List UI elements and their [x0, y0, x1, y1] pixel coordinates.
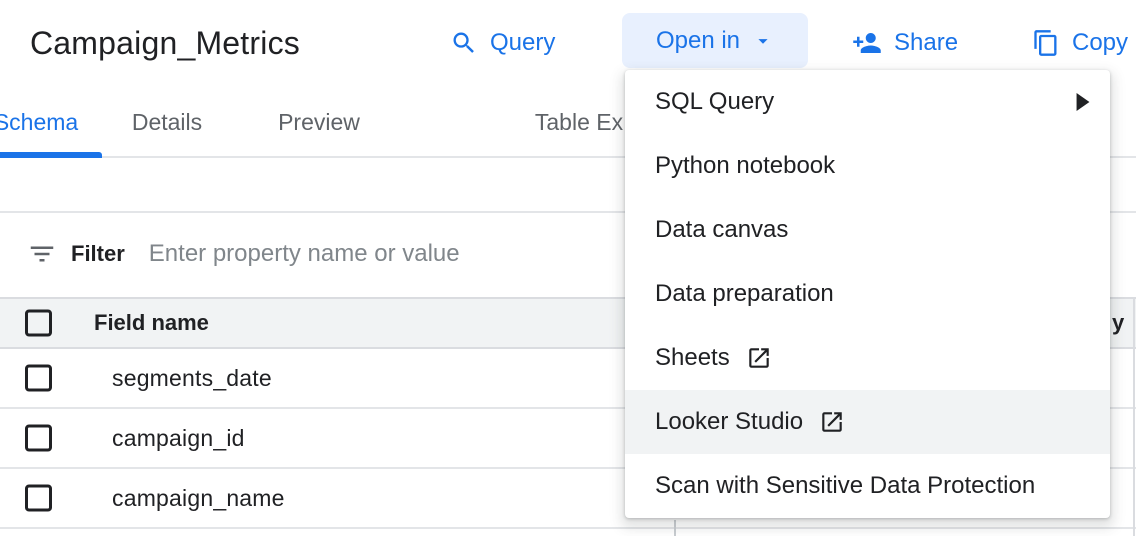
menu-item-sql-query[interactable]: SQL Query	[625, 70, 1110, 134]
menu-item-looker-studio[interactable]: Looker Studio	[625, 390, 1110, 454]
top-bar: Campaign_Metrics Query Open in Share Cop…	[0, 0, 1136, 90]
menu-item-label: Scan with Sensitive Data Protection	[655, 472, 1036, 499]
open-in-menu: SQL Query Python notebook Data canvas Da…	[625, 70, 1110, 518]
menu-item-sheets[interactable]: Sheets	[625, 326, 1110, 390]
search-icon	[453, 32, 474, 53]
active-tab-underline	[0, 152, 102, 158]
share-button[interactable]: Share	[852, 0, 958, 86]
open-in-new-icon	[748, 348, 769, 368]
menu-item-label: Data preparation	[655, 280, 834, 307]
filter-label: Filter	[71, 241, 125, 266]
open-in-button-label: Open in	[655, 26, 741, 54]
menu-item-data-canvas[interactable]: Data canvas	[625, 198, 1110, 262]
menu-item-python-notebook[interactable]: Python notebook	[625, 134, 1110, 198]
column-header-field-name: Field name	[94, 310, 209, 335]
select-all-checkbox[interactable]	[25, 309, 52, 337]
copy-button-label: Copy	[1072, 29, 1129, 56]
open-in-new-icon	[822, 412, 842, 432]
tab-schema-label: Schema	[0, 108, 79, 135]
query-button[interactable]: Query	[450, 0, 555, 86]
tab-schema[interactable]: Schema	[0, 88, 102, 158]
menu-item-label: SQL Query	[655, 88, 775, 115]
share-button-label: Share	[894, 29, 959, 56]
page-title: Campaign_Metrics	[30, 24, 300, 61]
menu-item-label: Looker Studio	[655, 408, 804, 435]
field-name-cell: campaign_id	[112, 424, 245, 451]
menu-item-label: Data canvas	[655, 216, 789, 243]
row-checkbox[interactable]	[25, 424, 52, 452]
chevron-down-icon	[758, 38, 768, 44]
menu-item-data-preparation[interactable]: Data preparation	[625, 262, 1110, 326]
copy-button[interactable]: Copy	[1032, 0, 1128, 86]
field-name-cell: segments_date	[112, 364, 272, 391]
tab-table-explorer-label: Table Ex	[534, 108, 624, 135]
tab-preview[interactable]: Preview	[273, 88, 365, 156]
row-checkbox[interactable]	[25, 484, 52, 512]
open-in-button[interactable]: Open in	[622, 13, 808, 68]
menu-item-scan-sensitive-data[interactable]: Scan with Sensitive Data Protection	[625, 454, 1110, 518]
query-button-label: Query	[490, 29, 556, 56]
filter-icon	[30, 246, 54, 262]
table-column-divider	[1133, 297, 1135, 536]
tab-details[interactable]: Details	[126, 88, 208, 156]
tab-details-label: Details	[131, 108, 203, 135]
column-header-clipped-fragment: y	[1112, 310, 1125, 335]
copy-icon	[1034, 30, 1057, 56]
person-add-icon	[853, 33, 881, 53]
submenu-arrow-icon	[1076, 93, 1090, 111]
field-name-cell: campaign_name	[112, 484, 285, 511]
table-column-divider	[674, 520, 676, 536]
menu-item-label: Sheets	[655, 344, 730, 371]
tab-table-explorer[interactable]: Table Ex	[523, 88, 635, 156]
tab-preview-label: Preview	[278, 108, 360, 135]
menu-item-label: Python notebook	[655, 152, 836, 179]
row-checkbox[interactable]	[25, 364, 52, 392]
